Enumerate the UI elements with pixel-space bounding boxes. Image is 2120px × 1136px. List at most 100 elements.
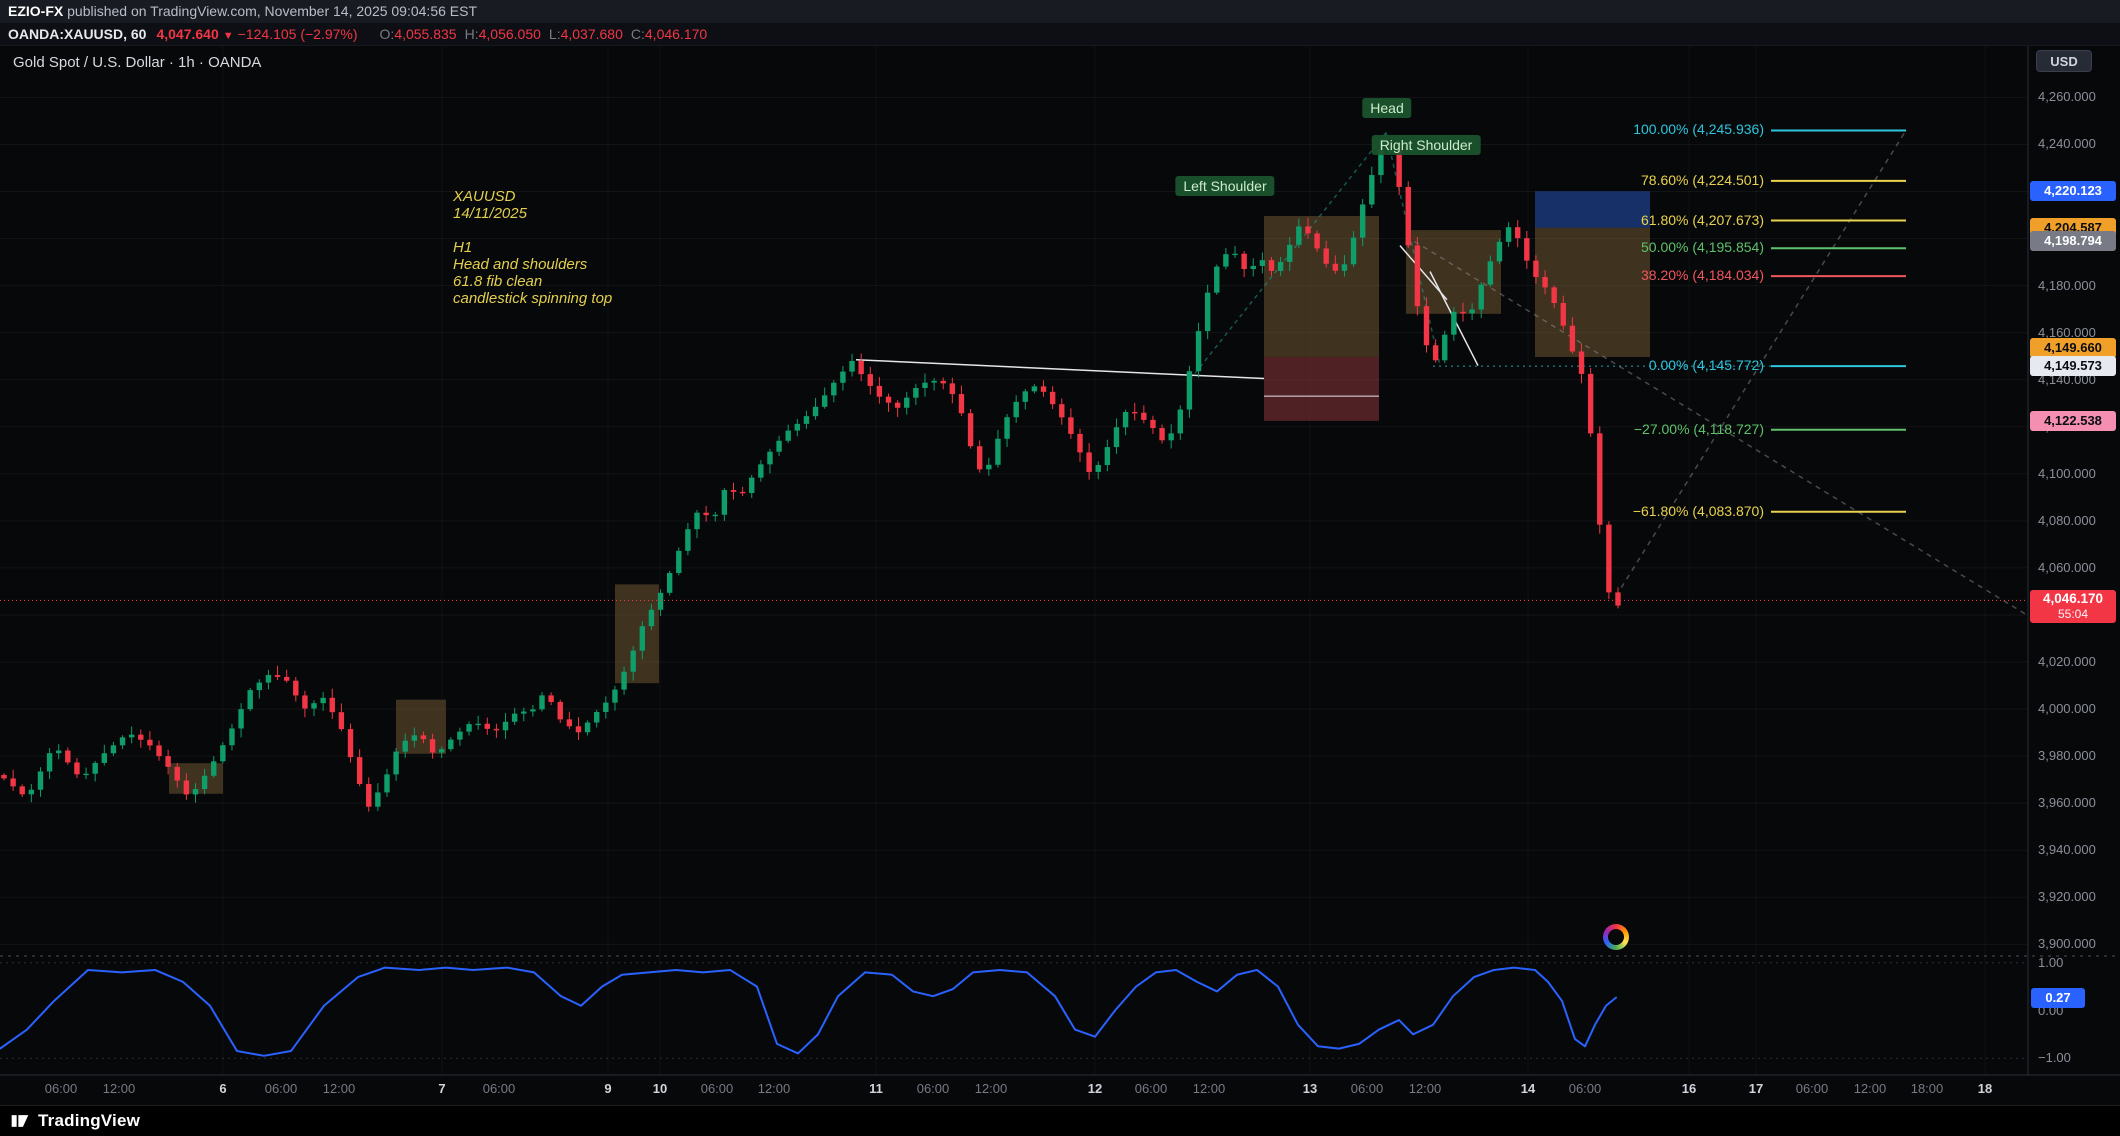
ohlc-label: C: <box>630 26 645 42</box>
trendline <box>1405 235 2028 616</box>
publisher-info: published on TradingView.com, November 1… <box>63 3 478 19</box>
fib-level-label: 50.00% (4,195.854) <box>1641 239 1764 256</box>
price-change: −124.105 (−2.97%) <box>237 26 358 42</box>
y-axis-tick: 4,060.000 <box>2038 559 2096 575</box>
x-axis-label: 12 <box>1087 1081 1103 1096</box>
y-axis-tick: 4,240.000 <box>2038 136 2096 152</box>
x-axis-label: 06:00 <box>482 1081 516 1096</box>
zone-box <box>1264 356 1379 421</box>
fib-level-label: 38.20% (4,184.034) <box>1641 267 1764 284</box>
price-line-label: 4,220.123 <box>2030 181 2116 202</box>
x-axis-label: 06:00 <box>264 1081 298 1096</box>
x-axis-label: 18 <box>1977 1081 1993 1096</box>
currency-toggle-button[interactable]: USD <box>2036 50 2092 72</box>
tradingview-logo-icon[interactable] <box>10 1111 30 1131</box>
y-axis-tick: 4,260.000 <box>2038 89 2096 105</box>
trendline <box>1615 129 1907 597</box>
y-axis-tick: 3,980.000 <box>2038 748 2096 764</box>
y-axis-tick: 4,000.000 <box>2038 701 2096 717</box>
y-axis-tick: 4,100.000 <box>2038 465 2096 481</box>
y-axis-tick: 3,940.000 <box>2038 842 2096 858</box>
symbol-name[interactable]: OANDA:XAUUSD, 60 <box>8 26 147 42</box>
indicator-line <box>0 966 1617 1057</box>
pattern-label[interactable]: Head <box>1362 98 1412 118</box>
x-axis-label: 06:00 <box>1350 1081 1384 1096</box>
fib-level-label: 0.00% (4,145.772) <box>1648 357 1764 374</box>
fib-level-label: 61.80% (4,207.673) <box>1641 211 1764 228</box>
candlestick-series <box>1 141 1621 812</box>
tradingview-wordmark[interactable]: TradingView <box>38 1111 141 1130</box>
last-price: 4,047.640 <box>156 26 219 42</box>
x-axis-label: 06:00 <box>1568 1081 1602 1096</box>
y-axis-tick: 4,020.000 <box>2038 654 2096 670</box>
price-line-label: 4,149.573 <box>2030 356 2116 377</box>
current-price-label: 4,046.170 55:04 <box>2030 590 2116 624</box>
ohlc-value: 4,046.170 <box>644 26 708 42</box>
x-axis-label: 12:00 <box>1853 1081 1887 1096</box>
trendline <box>855 358 1265 380</box>
fib-level-label: −27.00% (4,118.727) <box>1633 420 1764 437</box>
symbol-bar: OANDA:XAUUSD, 60 4,047.640 ▼ −124.105 (−2.9… <box>0 23 2120 46</box>
y-axis-tick: 4,080.000 <box>2038 512 2096 528</box>
replay-spinner-icon[interactable] <box>1603 924 1629 950</box>
zone-box <box>1264 215 1379 357</box>
zone-box <box>1535 191 1650 228</box>
x-axis-label: 13 <box>1302 1081 1318 1096</box>
fib-level-label: 100.00% (4,245.936) <box>1633 121 1764 138</box>
ohlc-label: H: <box>464 26 479 42</box>
x-axis-label: 12:00 <box>1408 1081 1442 1096</box>
x-axis-label: 12:00 <box>1192 1081 1226 1096</box>
x-axis-label: 06:00 <box>700 1081 734 1096</box>
publisher-name: EZIO-FX <box>8 3 64 19</box>
price-line-label: 4,122.538 <box>2030 410 2116 431</box>
x-axis-label: 06:00 <box>44 1081 78 1096</box>
x-axis-label: 12:00 <box>102 1081 136 1096</box>
pattern-label[interactable]: Left Shoulder <box>1175 176 1275 196</box>
publisher-bar: EZIO-FX published on TradingView.com, No… <box>0 0 2120 23</box>
price-line-label: 4,149.660 <box>2030 337 2116 358</box>
ohlc-values: O:4,055.835 H:4,056.050 L:4,037.680 C:4,046… <box>372 26 708 42</box>
price-line-label: 4,198.794 <box>2030 231 2116 252</box>
down-arrow-icon: ▼ <box>222 30 234 42</box>
x-axis-label: 9 <box>604 1081 612 1096</box>
y-axis-tick: 3,960.000 <box>2038 795 2096 811</box>
zone-box <box>1406 230 1501 314</box>
x-axis-label: 11 <box>869 1081 883 1096</box>
spinner-hole <box>1608 929 1624 945</box>
y-axis-tick: 3,920.000 <box>2038 889 2096 905</box>
current-price-value: 4,046.170 <box>2042 591 2104 607</box>
bar-countdown: 55:04 <box>2057 607 2089 622</box>
x-axis-label: 06:00 <box>916 1081 950 1096</box>
x-axis-label: 7 <box>438 1081 446 1096</box>
fib-level-label: −61.80% (4,083.870) <box>1632 502 1764 519</box>
x-axis-label: 12:00 <box>757 1081 791 1096</box>
x-axis-label: 10 <box>652 1081 668 1096</box>
ohlc-label: L: <box>548 26 561 42</box>
ohlc-value: 4,056.050 <box>478 26 541 42</box>
x-axis-label: 12:00 <box>322 1081 356 1096</box>
x-axis-label: 12:00 <box>974 1081 1008 1096</box>
y-axis-tick: 3,900.000 <box>2038 936 2096 952</box>
ohlc-label: O: <box>379 26 395 42</box>
annotation-note: XAUUSD 14/11/2025 H1 Head and shoulders 61.8… <box>453 188 613 307</box>
x-axis-label: 17 <box>1748 1081 1764 1096</box>
chart-title: Gold Spot / U.S. Dollar · 1h · OANDA <box>13 54 262 71</box>
x-axis-label: 18:00 <box>1910 1081 1944 1096</box>
ohlc-value: 4,037.680 <box>560 26 623 42</box>
x-axis-label: 14 <box>1520 1081 1536 1096</box>
x-axis-label: 16 <box>1681 1081 1697 1096</box>
indicator-value-label: 0.27 <box>2031 987 2085 1008</box>
x-axis-label: 06:00 <box>1795 1081 1829 1096</box>
fib-level-label: 78.60% (4,224.501) <box>1641 171 1764 188</box>
x-axis-label: 06:00 <box>1134 1081 1168 1096</box>
ohlc-value: 4,055.835 <box>394 26 457 42</box>
indicator-axis-tick: −1.00 <box>2038 1050 2071 1066</box>
x-axis-label: 6 <box>219 1081 227 1096</box>
y-axis-tick: 4,160.000 <box>2038 324 2096 340</box>
pattern-label[interactable]: Right Shoulder <box>1371 135 1481 155</box>
y-axis-tick: 4,180.000 <box>2038 277 2096 293</box>
footer-bar: TradingView <box>0 1105 2120 1136</box>
